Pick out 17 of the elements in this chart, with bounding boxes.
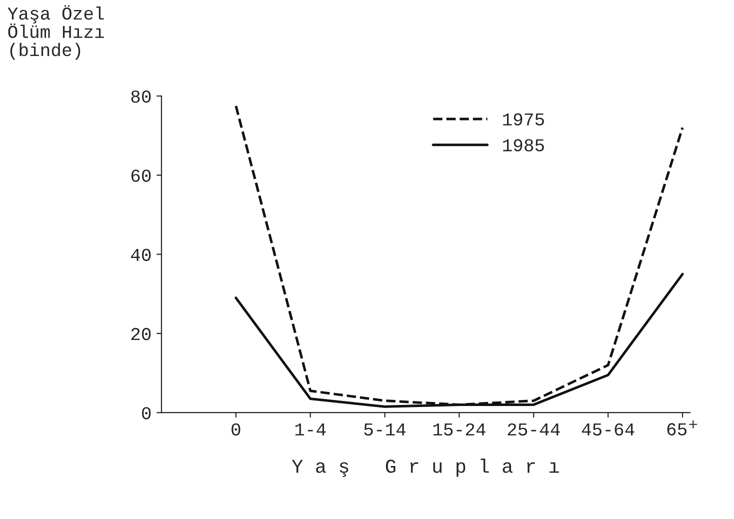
y-tick-label: 60 <box>131 170 151 182</box>
x-axis-title: Y a ş G r u p l a r ı <box>292 458 559 477</box>
x-tick-label: 15-24 <box>433 423 486 436</box>
x-tick-label: 5-14 <box>364 424 406 436</box>
y-axis-title: Yaşa Özel Ölüm Hızı (binde) <box>8 5 104 60</box>
x-tick-label: 25-44 <box>508 423 560 436</box>
y-tick-label: 80 <box>131 90 151 103</box>
y-tick-label: 20 <box>131 328 151 340</box>
line-series <box>234 104 684 406</box>
x-tick-label: 65$^{+}$ <box>667 420 698 436</box>
y-tick-label: 0 <box>142 407 151 420</box>
legend-label: 1975 <box>503 113 544 126</box>
legend-label: 1985 <box>503 139 544 152</box>
x-tick-label: 0 <box>232 423 240 436</box>
x-tick-label: 1-4 <box>295 424 326 436</box>
x-tick-label: 45-64 <box>582 423 634 436</box>
y-tick-label: 40 <box>130 248 151 262</box>
